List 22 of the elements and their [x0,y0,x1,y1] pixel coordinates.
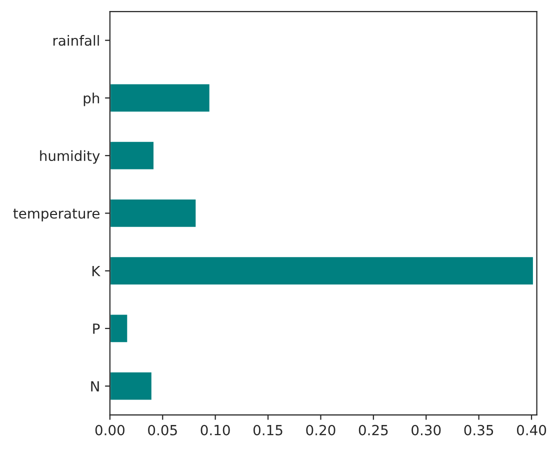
y-tick-label: K [92,266,100,276]
x-tick-label: 0.15 [253,424,282,436]
x-tick-label: 0.10 [200,424,230,436]
y-tick-label: temperature [13,208,100,222]
y-tick-label: ph [84,92,100,106]
x-tick-label: 0.40 [516,424,546,436]
y-tick-label: rainfall [53,35,99,46]
bar [110,370,153,402]
y-tick-label: N [91,381,99,392]
bar [110,82,211,114]
bar [110,256,534,286]
x-tick-label: 0.20 [306,424,336,436]
x-tick-label: 0.05 [148,424,177,436]
y-tick-label: P [93,324,100,334]
bar [110,313,129,344]
bar [110,198,198,228]
y-tick-label: humidity [40,150,100,164]
x-tick-label: 0.00 [95,424,124,436]
bar [110,140,155,171]
x-tick-label: 0.35 [464,424,494,436]
x-tick-label: 0.25 [358,424,388,436]
x-tick-label: 0.30 [412,424,441,436]
